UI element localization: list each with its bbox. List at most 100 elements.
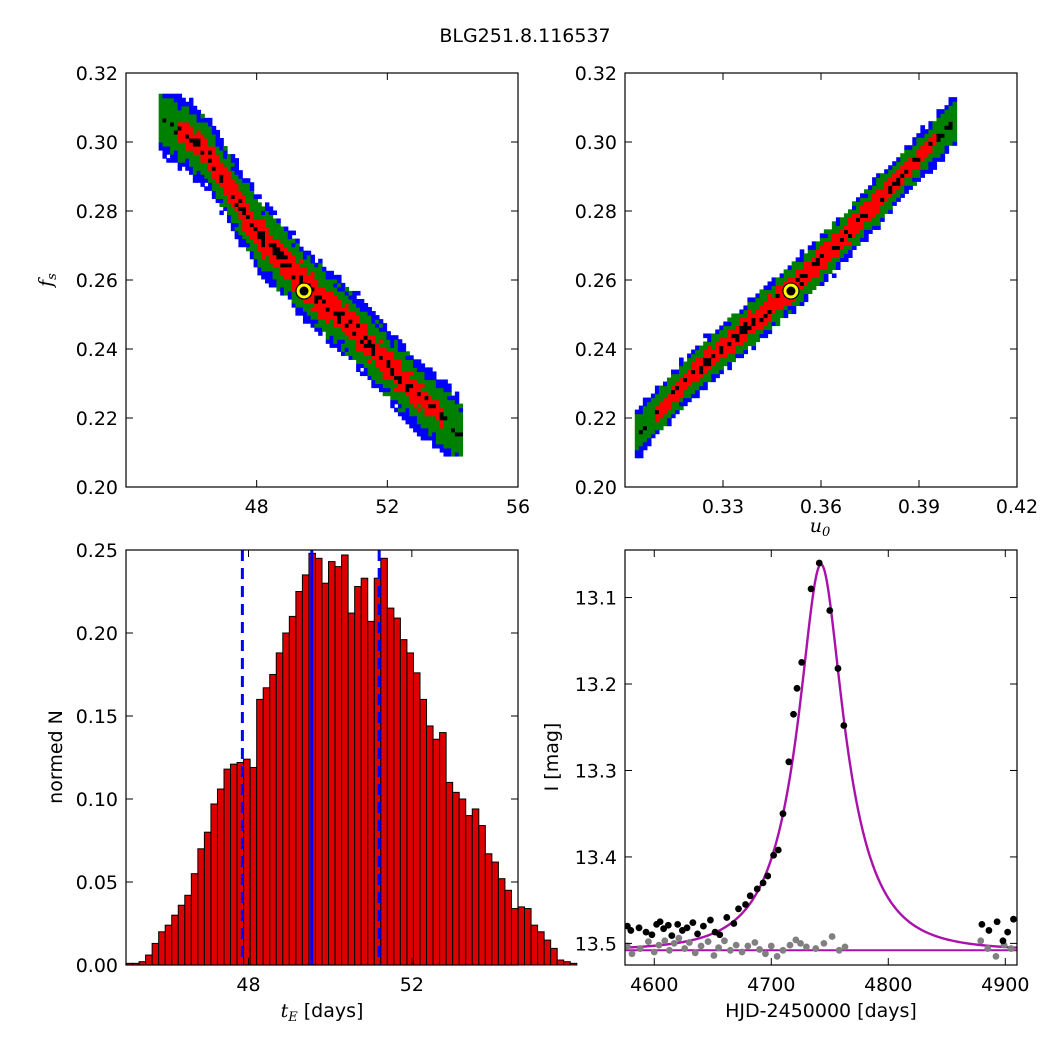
data-point <box>627 927 635 934</box>
inner-cell <box>767 293 773 299</box>
mid-cell <box>683 393 688 399</box>
inner-cell <box>687 381 692 387</box>
mid-cell <box>181 154 186 159</box>
mid-cell <box>843 245 849 250</box>
data-point <box>798 658 806 666</box>
inner-cell <box>283 250 289 256</box>
outer-cell <box>439 443 445 449</box>
mid-cell <box>868 193 873 198</box>
inner-cell <box>367 359 372 364</box>
mid-cell <box>458 411 464 417</box>
outer-cell <box>451 395 456 401</box>
inner-cell <box>815 265 821 271</box>
inner-cell <box>249 234 255 240</box>
mid-cell <box>831 229 837 234</box>
inner-cell <box>413 403 418 409</box>
inner-cell <box>405 375 410 381</box>
mid-cell <box>375 375 380 381</box>
histogram-bar <box>543 939 552 966</box>
mid-cell <box>302 307 308 312</box>
mid-cell <box>192 113 198 119</box>
mid-cell <box>662 389 668 395</box>
mid-cell <box>695 385 700 391</box>
outer-cell <box>904 145 909 150</box>
mid-cell <box>424 419 429 425</box>
outer-cell <box>642 401 648 407</box>
outer-cell <box>443 447 448 453</box>
inner-cell <box>242 198 247 203</box>
inner-cell <box>192 146 198 151</box>
outer-cell <box>739 353 744 359</box>
inner-cell <box>185 121 190 127</box>
inner-cell <box>405 371 410 377</box>
mid-cell <box>215 194 221 199</box>
outer-cell <box>454 395 460 401</box>
inner-cell <box>321 286 327 292</box>
mid-cell <box>819 241 825 246</box>
inner-cell <box>283 246 289 252</box>
outer-cell <box>443 383 448 389</box>
inner-cell <box>839 241 845 246</box>
mid-cell <box>458 447 464 453</box>
core-cell <box>711 353 716 359</box>
mid-cell <box>272 274 277 280</box>
inner-cell <box>219 166 224 171</box>
mid-cell <box>208 178 213 183</box>
inner-cell <box>751 329 757 335</box>
mid-cell <box>401 391 407 397</box>
inner-cell <box>181 133 186 139</box>
outer-cell <box>333 282 338 288</box>
mid-cell <box>230 162 236 167</box>
mid-cell <box>447 431 452 437</box>
inner-cell <box>783 297 789 303</box>
mid-cell <box>170 97 175 103</box>
outer-cell <box>439 379 445 385</box>
mid-cell <box>868 221 873 226</box>
mid-cell <box>876 177 881 182</box>
histogram-bar <box>563 961 571 966</box>
residual-point <box>645 938 652 946</box>
inner-cell <box>185 129 190 135</box>
mid-cell <box>876 221 881 226</box>
mid-cell <box>904 149 909 154</box>
core-cell <box>344 323 350 328</box>
mid-cell <box>932 149 938 154</box>
mid-cell <box>375 319 380 324</box>
mid-cell <box>246 234 251 240</box>
inner-cell <box>703 365 708 371</box>
inner-cell <box>924 141 930 146</box>
mid-cell <box>173 133 179 139</box>
mid-cell <box>835 229 841 234</box>
mid-cell <box>451 403 456 409</box>
mid-cell <box>932 145 938 150</box>
outer-cell <box>397 343 403 348</box>
inner-cell <box>253 230 259 236</box>
inner-cell <box>731 349 736 355</box>
histogram-bar <box>399 639 408 966</box>
mid-cell <box>386 391 391 397</box>
mid-cell <box>447 415 452 421</box>
mid-cell <box>287 278 293 284</box>
mid-cell <box>162 129 167 135</box>
mid-cell <box>158 133 164 139</box>
core-cell <box>751 317 757 323</box>
inner-cell <box>280 242 285 248</box>
mid-cell <box>356 359 361 364</box>
histogram-bar <box>484 853 493 966</box>
mid-cell <box>435 431 441 437</box>
inner-cell <box>386 355 391 360</box>
inner-cell <box>912 165 917 170</box>
mid-cell <box>451 415 456 421</box>
outer-cell <box>397 411 403 417</box>
inner-cell <box>295 282 300 288</box>
core-cell <box>280 254 285 260</box>
mid-cell <box>884 177 889 182</box>
histogram-bar <box>230 763 238 966</box>
mid-cell <box>356 307 361 312</box>
mid-cell <box>291 250 296 256</box>
core-cell <box>428 403 433 409</box>
inner-cell <box>223 178 228 183</box>
mid-cell <box>443 399 448 405</box>
residual-point <box>710 952 718 959</box>
outer-cell <box>340 351 346 356</box>
